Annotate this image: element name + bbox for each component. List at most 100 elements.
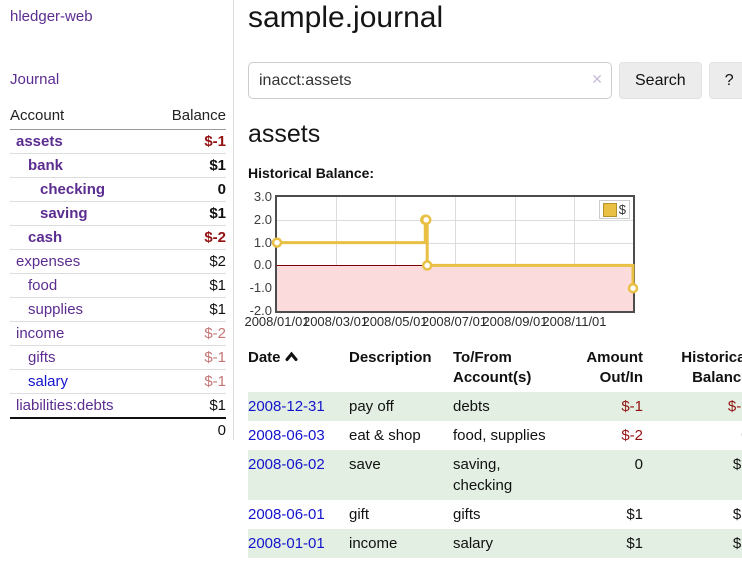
account-link[interactable]: gifts <box>28 349 56 366</box>
account-balance: $-2 <box>151 225 226 250</box>
transaction-accounts: gifts <box>453 506 481 523</box>
search-button[interactable]: Search <box>619 62 702 99</box>
chart-legend: $ <box>598 200 630 219</box>
nav-journal-link[interactable]: Journal <box>10 71 60 88</box>
transaction-date-link[interactable]: 2008-01-01 <box>248 535 325 552</box>
data-point-marker <box>421 260 433 271</box>
account-link[interactable]: salary <box>28 373 69 390</box>
account-link[interactable]: bank <box>28 157 64 174</box>
data-point-marker <box>420 214 432 226</box>
account-link[interactable]: food <box>28 277 58 294</box>
register-table: Date Description To/From Account(s) Amou… <box>248 346 742 558</box>
x-axis-tick-label: 2008/09/01 <box>482 314 548 329</box>
account-row: expenses $2 <box>10 249 226 274</box>
search-input-wrap: ✕ <box>248 62 612 99</box>
account-row: income $-2 <box>10 321 226 346</box>
chart-negative-region <box>277 265 633 311</box>
transaction-balance: $2 <box>732 456 742 473</box>
y-axis-tick-label: 3.0 <box>253 189 272 204</box>
register-header-description: Description <box>349 349 432 366</box>
account-link[interactable]: supplies <box>28 301 84 318</box>
account-row: checking 0 <box>10 177 226 202</box>
x-axis-tick-label: 2008/11/01 <box>542 314 607 329</box>
balance-chart[interactable]: $ 3.0 2.0 1.0 0.0 -1.0 -2.0 2008/01/01 2008/03… <box>244 189 742 330</box>
account-link[interactable]: income <box>16 325 65 342</box>
account-link[interactable]: saving <box>40 205 88 222</box>
gridline <box>335 197 337 311</box>
transaction-description: save <box>349 456 381 473</box>
account-row: salary $-1 <box>10 369 226 394</box>
register-header-amount: Amount Out/In <box>586 349 643 386</box>
account-row: liabilities:debts $1 <box>10 393 226 418</box>
y-axis-tick-label: 1.0 <box>253 234 272 250</box>
account-balance: $1 <box>151 297 226 322</box>
account-link[interactable]: liabilities:debts <box>16 397 114 414</box>
gridline <box>454 197 456 311</box>
account-row: gifts $-1 <box>10 345 226 370</box>
transaction-amount: $1 <box>626 535 643 552</box>
transaction-balance: $1 <box>732 535 742 552</box>
gridline <box>514 197 516 311</box>
transaction-row: 2008-12-31 pay off debts $-1 $-1 <box>248 392 742 421</box>
account-balance: 0 <box>151 177 226 202</box>
account-balance: $2 <box>151 249 226 274</box>
transaction-row: 2008-06-03 eat & shop food, supplies $-20 <box>248 421 742 450</box>
account-link[interactable]: checking <box>40 181 106 198</box>
transaction-balance: 0 <box>643 421 742 450</box>
account-link[interactable]: cash <box>28 229 63 246</box>
help-button[interactable]: ? <box>708 62 742 99</box>
account-row: saving $1 <box>10 201 226 226</box>
search-form: ✕ Search ? <box>248 62 742 99</box>
sort-ascending-icon <box>285 351 298 361</box>
accounts-total-row: 0 <box>10 417 226 442</box>
account-row: assets $-1 <box>10 130 226 154</box>
account-row: bank $1 <box>10 153 226 178</box>
account-row: cash $-2 <box>10 225 226 250</box>
transaction-accounts: saving, checking <box>453 456 513 494</box>
chart-plot-area: $ <box>271 195 639 313</box>
transaction-description: eat & shop <box>349 427 421 444</box>
sidebar-divider <box>233 0 234 440</box>
transaction-amount: $1 <box>626 506 643 523</box>
transaction-balance: $2 <box>732 506 742 523</box>
gridline <box>574 197 576 311</box>
account-balance: $-1 <box>151 345 226 370</box>
transaction-date-link[interactable]: 2008-12-31 <box>248 398 325 415</box>
transaction-description: pay off <box>349 398 394 415</box>
app-title-link[interactable]: hledger-web <box>10 8 93 25</box>
y-axis-tick-label: -2.0 <box>249 303 272 318</box>
chart-line <box>271 214 639 294</box>
x-axis-tick-label: 2008/03/01 <box>302 314 369 329</box>
account-balance: $-1 <box>204 133 226 150</box>
account-balance: $1 <box>151 393 226 418</box>
account-balance: $1 <box>151 201 226 226</box>
transaction-accounts: debts <box>453 398 490 415</box>
account-heading: assets <box>248 120 321 148</box>
account-row: food $1 <box>10 273 226 298</box>
register-header-accounts: To/From Account(s) <box>453 349 532 386</box>
transaction-row: 2008-01-01 income salary $1 $1 <box>248 529 742 558</box>
x-axis-tick-label: 2008/01/01 <box>244 314 310 329</box>
account-balance: $-2 <box>151 321 226 346</box>
account-link[interactable]: assets <box>16 133 63 150</box>
account-link[interactable]: expenses <box>16 253 81 270</box>
y-axis-tick-label: 0.0 <box>253 257 272 273</box>
transaction-date-link[interactable]: 2008-06-01 <box>248 506 325 523</box>
register-header-date[interactable]: Date <box>248 346 349 392</box>
clear-search-icon[interactable]: ✕ <box>591 71 603 87</box>
transaction-amount: $-1 <box>621 398 643 415</box>
x-axis-tick-label: 2008/07/01 <box>421 314 488 329</box>
transaction-accounts: food, supplies <box>453 427 546 444</box>
search-input[interactable] <box>248 62 612 99</box>
transaction-amount: $-2 <box>621 427 643 444</box>
transaction-date-link[interactable]: 2008-06-03 <box>248 427 325 444</box>
account-balance: $1 <box>151 153 226 178</box>
y-axis-tick-label: 2.0 <box>253 211 272 227</box>
transaction-row: 2008-06-02 save saving, checking 0 $2 <box>248 450 742 500</box>
account-row: supplies $1 <box>10 297 226 322</box>
transaction-date-link[interactable]: 2008-06-02 <box>248 456 325 473</box>
accounts-header-account: Account <box>10 105 152 130</box>
y-axis-tick-label: -1.0 <box>249 280 272 296</box>
account-balance: $-1 <box>151 369 226 394</box>
